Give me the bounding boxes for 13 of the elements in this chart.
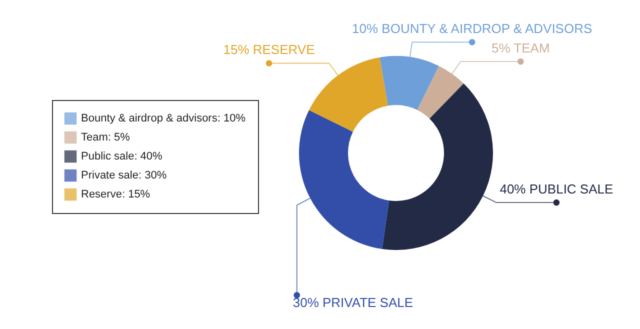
data-label: 5% TEAM (492, 40, 550, 56)
data-label: 30% PRIVATE SALE (292, 295, 414, 310)
donut-slice (382, 84, 493, 250)
legend-label: Bounty & airdrop & advisors: 10% (81, 112, 246, 124)
legend-label: Team: 5% (81, 132, 130, 144)
data-label: 15% RESERVE (223, 42, 316, 58)
legend-label: Reserve: 15% (81, 188, 150, 200)
donut-slice (299, 110, 390, 249)
donut-slice (309, 57, 388, 132)
data-label: 10% BOUNTY & AIRDROP & ADVISORS (352, 21, 592, 36)
legend-label: Private sale: 30% (81, 170, 167, 182)
legend-label: Public sale: 40% (81, 150, 163, 162)
data-label: 40% PUBLIC SALE (500, 182, 614, 197)
